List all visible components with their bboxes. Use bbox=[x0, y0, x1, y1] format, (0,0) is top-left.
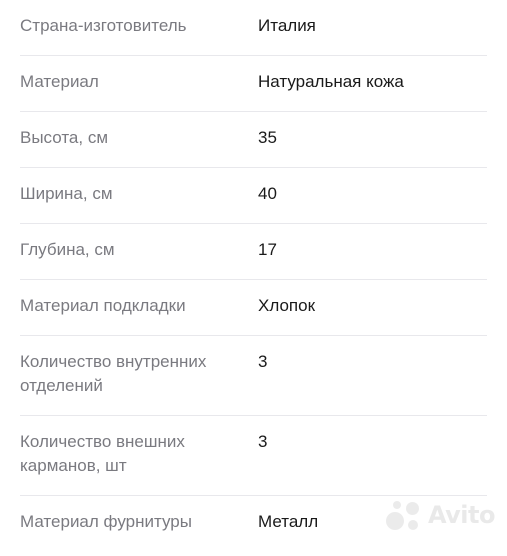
spec-label: Количество внутренних отделений bbox=[20, 352, 207, 395]
spec-value: Натуральная кожа bbox=[258, 72, 404, 91]
avito-logo-icon bbox=[384, 498, 424, 532]
watermark-text: Avito bbox=[427, 501, 496, 529]
spec-row-height: Высота, см 35 bbox=[20, 112, 487, 168]
spec-value: 17 bbox=[258, 240, 277, 259]
spec-value: Италия bbox=[258, 16, 316, 35]
spec-label: Материал фурнитуры bbox=[20, 512, 192, 531]
spec-row-depth: Глубина, см 17 bbox=[20, 224, 487, 280]
spec-label: Материал подкладки bbox=[20, 296, 186, 315]
avito-watermark: Avito bbox=[384, 498, 496, 532]
spec-label: Высота, см bbox=[20, 128, 109, 147]
spec-row-lining: Материал подкладки Хлопок bbox=[20, 280, 487, 336]
spec-label: Ширина, см bbox=[20, 184, 113, 203]
spec-value: 35 bbox=[258, 128, 277, 147]
spec-value: 40 bbox=[258, 184, 277, 203]
spec-label: Страна-изготовитель bbox=[20, 16, 187, 35]
spec-row-hardware: Материал фурнитуры Металл bbox=[20, 496, 487, 556]
spec-value: Хлопок bbox=[258, 296, 316, 315]
specifications-list: Страна-изготовитель Италия Материал Нату… bbox=[20, 0, 487, 556]
spec-row-country: Страна-изготовитель Италия bbox=[20, 0, 487, 56]
spec-row-width: Ширина, см 40 bbox=[20, 168, 487, 224]
spec-label: Количество внешних карманов, шт bbox=[20, 432, 185, 475]
spec-row-material: Материал Натуральная кожа bbox=[20, 56, 487, 112]
spec-value: 3 bbox=[258, 432, 268, 451]
spec-label: Материал bbox=[20, 72, 99, 91]
spec-label: Глубина, см bbox=[20, 240, 115, 259]
spec-value: 3 bbox=[258, 352, 268, 371]
spec-value: Металл bbox=[258, 512, 319, 531]
spec-row-outer-pockets: Количество внешних карманов, шт 3 bbox=[20, 416, 487, 496]
spec-row-inner-compartments: Количество внутренних отделений 3 bbox=[20, 336, 487, 416]
